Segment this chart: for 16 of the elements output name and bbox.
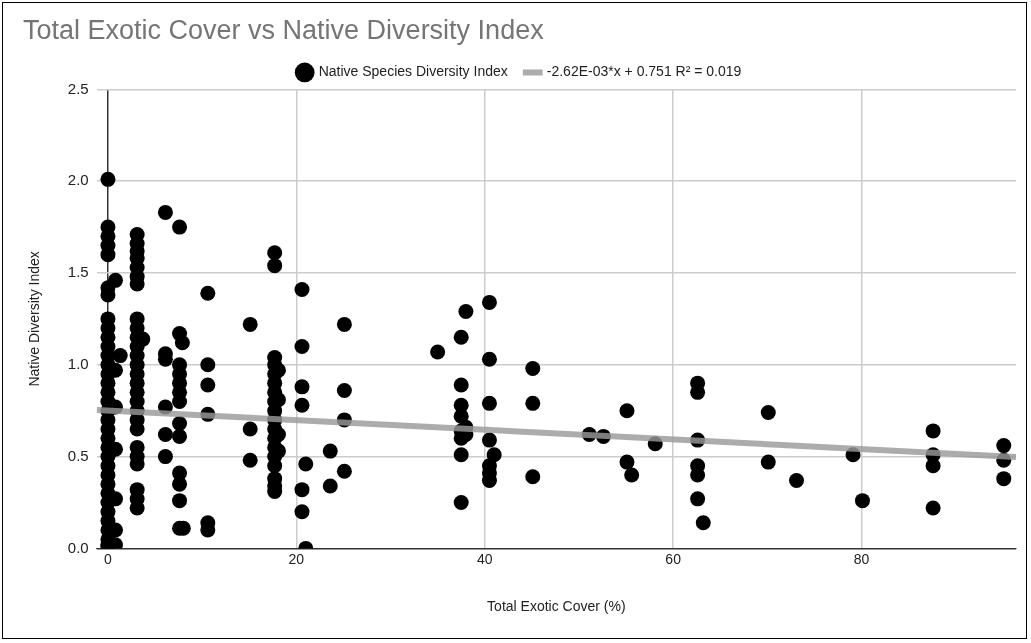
x-tick-label: 20 bbox=[288, 550, 305, 567]
y-tick-label: 0.5 bbox=[67, 446, 89, 464]
y-tick-label: 2.5 bbox=[67, 79, 89, 97]
y-tick-label: 2.0 bbox=[67, 171, 89, 189]
y-tick-label: 0.0 bbox=[67, 538, 89, 556]
x-axis-title: Total Exotic Cover (%) bbox=[487, 598, 626, 615]
x-tick-label: 0 bbox=[104, 550, 113, 567]
y-axis-title: Native Diversity Index bbox=[26, 251, 43, 387]
y-tick-label: 1.0 bbox=[67, 354, 89, 372]
x-tick-label: 40 bbox=[476, 550, 493, 567]
x-tick-label: 60 bbox=[665, 550, 682, 567]
y-tick-label: 1.5 bbox=[67, 263, 89, 281]
legend-label: -2.62E-03*x + 0.751 R² = 0.019 bbox=[546, 63, 742, 80]
x-tick-label: 80 bbox=[853, 550, 870, 567]
legend-label: Native Species Diversity Index bbox=[318, 63, 508, 80]
chart-title: Total Exotic Cover vs Native Diversity Index bbox=[23, 14, 545, 45]
